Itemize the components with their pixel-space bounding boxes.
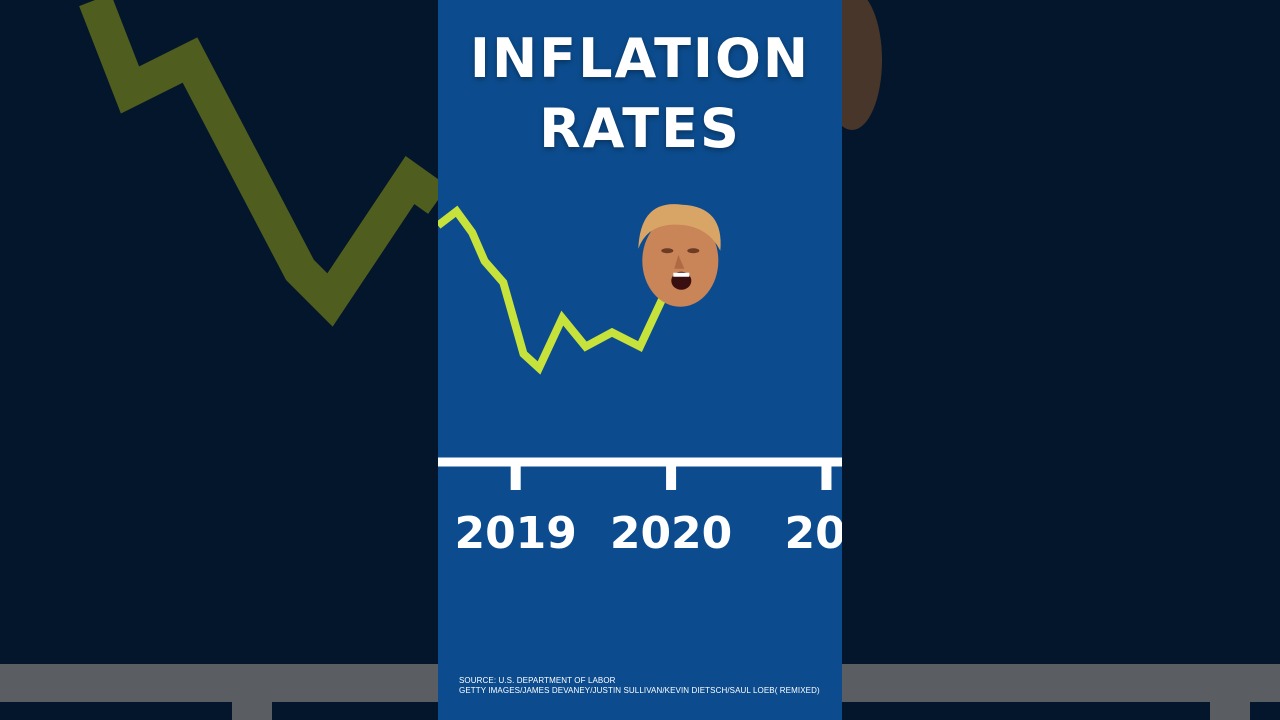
x-tick-label-2: 2020	[610, 508, 732, 559]
person-face-icon	[638, 204, 721, 307]
credit-text: GETTY IMAGES/JAMES DEVANEY/JUSTIN SULLIV…	[459, 686, 820, 695]
title-line-1: INFLATION	[469, 27, 811, 90]
x-tick-label-1: 2019	[454, 508, 576, 559]
source-credits: SOURCE: U.S. DEPARTMENT OF LABOR GETTY I…	[459, 676, 839, 696]
title-line-2: RATES	[539, 97, 741, 160]
source-text: SOURCE: U.S. DEPARTMENT OF LABOR	[459, 676, 616, 685]
video-panel: INFLATION RATES 2019 2020 202 SOURCE: U.S.…	[438, 0, 842, 720]
inflation-chart: 2019 2020 202	[438, 204, 842, 559]
x-tick-label-3: 202	[784, 508, 842, 559]
inflation-line	[438, 205, 667, 375]
